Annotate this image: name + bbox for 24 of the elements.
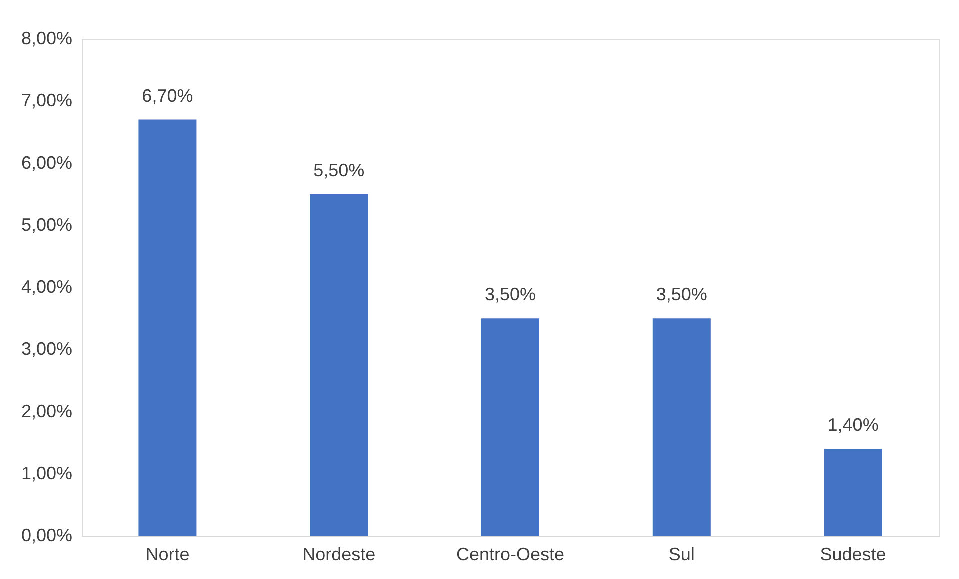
y-tick-label: 8,00% [21,28,72,48]
data-label: 3,50% [656,284,708,305]
data-label: 6,70% [142,86,194,106]
y-tick-label: 4,00% [21,277,72,297]
data-label: 1,40% [828,415,879,436]
x-tick-label: Sul [668,544,695,564]
bar [652,318,711,536]
y-tick-label: 6,00% [21,152,72,173]
bar [310,194,368,536]
x-tick-label: Sudeste [820,544,886,564]
y-tick-label: 3,00% [21,339,72,360]
bar [138,120,197,536]
y-tick-label: 7,00% [21,90,72,111]
x-tick-label: Centro-Oeste [456,544,565,564]
bar [824,449,882,536]
data-label: 5,50% [314,160,365,180]
y-tick-label: 5,00% [21,214,72,235]
x-tick-label: Nordeste [302,544,376,564]
y-tick-label: 1,00% [21,463,72,484]
x-tick-label: Norte [146,544,190,564]
y-tick-label: 0,00% [21,526,72,546]
data-label: 3,50% [484,284,536,305]
y-tick-label: 2,00% [21,401,72,422]
bar [482,318,540,536]
